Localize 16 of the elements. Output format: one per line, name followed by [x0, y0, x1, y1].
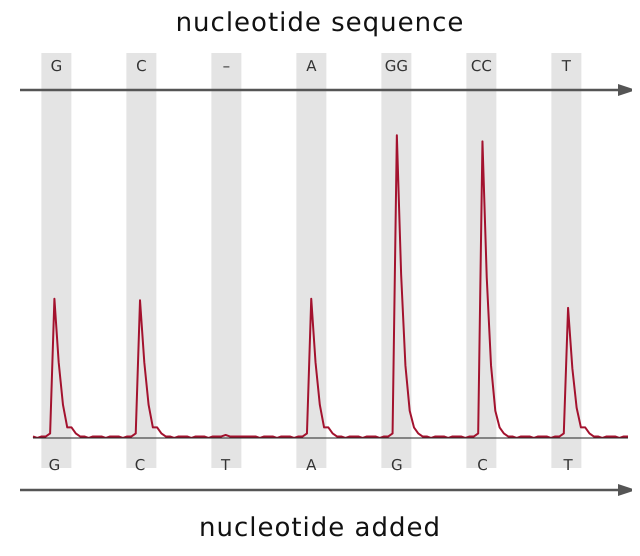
text: G: [50, 57, 64, 75]
x-tick-label: G: [391, 456, 403, 474]
x-tick-label: C: [477, 456, 488, 474]
x-tick-label: T: [562, 456, 574, 474]
chart-title: nucleotide sequence: [174, 8, 466, 38]
x-tick-label: A: [306, 456, 318, 474]
text: CC: [470, 57, 493, 75]
text: C: [135, 57, 148, 75]
x-axis-title: nucleotide added: [198, 513, 442, 543]
text: T: [560, 57, 572, 75]
x-tick-label: C: [134, 456, 146, 474]
text: –: [222, 57, 232, 75]
x-tick-label: G: [48, 456, 60, 474]
text: GG: [384, 57, 409, 75]
x-tick-label: T: [220, 456, 232, 474]
text: A: [305, 57, 318, 75]
